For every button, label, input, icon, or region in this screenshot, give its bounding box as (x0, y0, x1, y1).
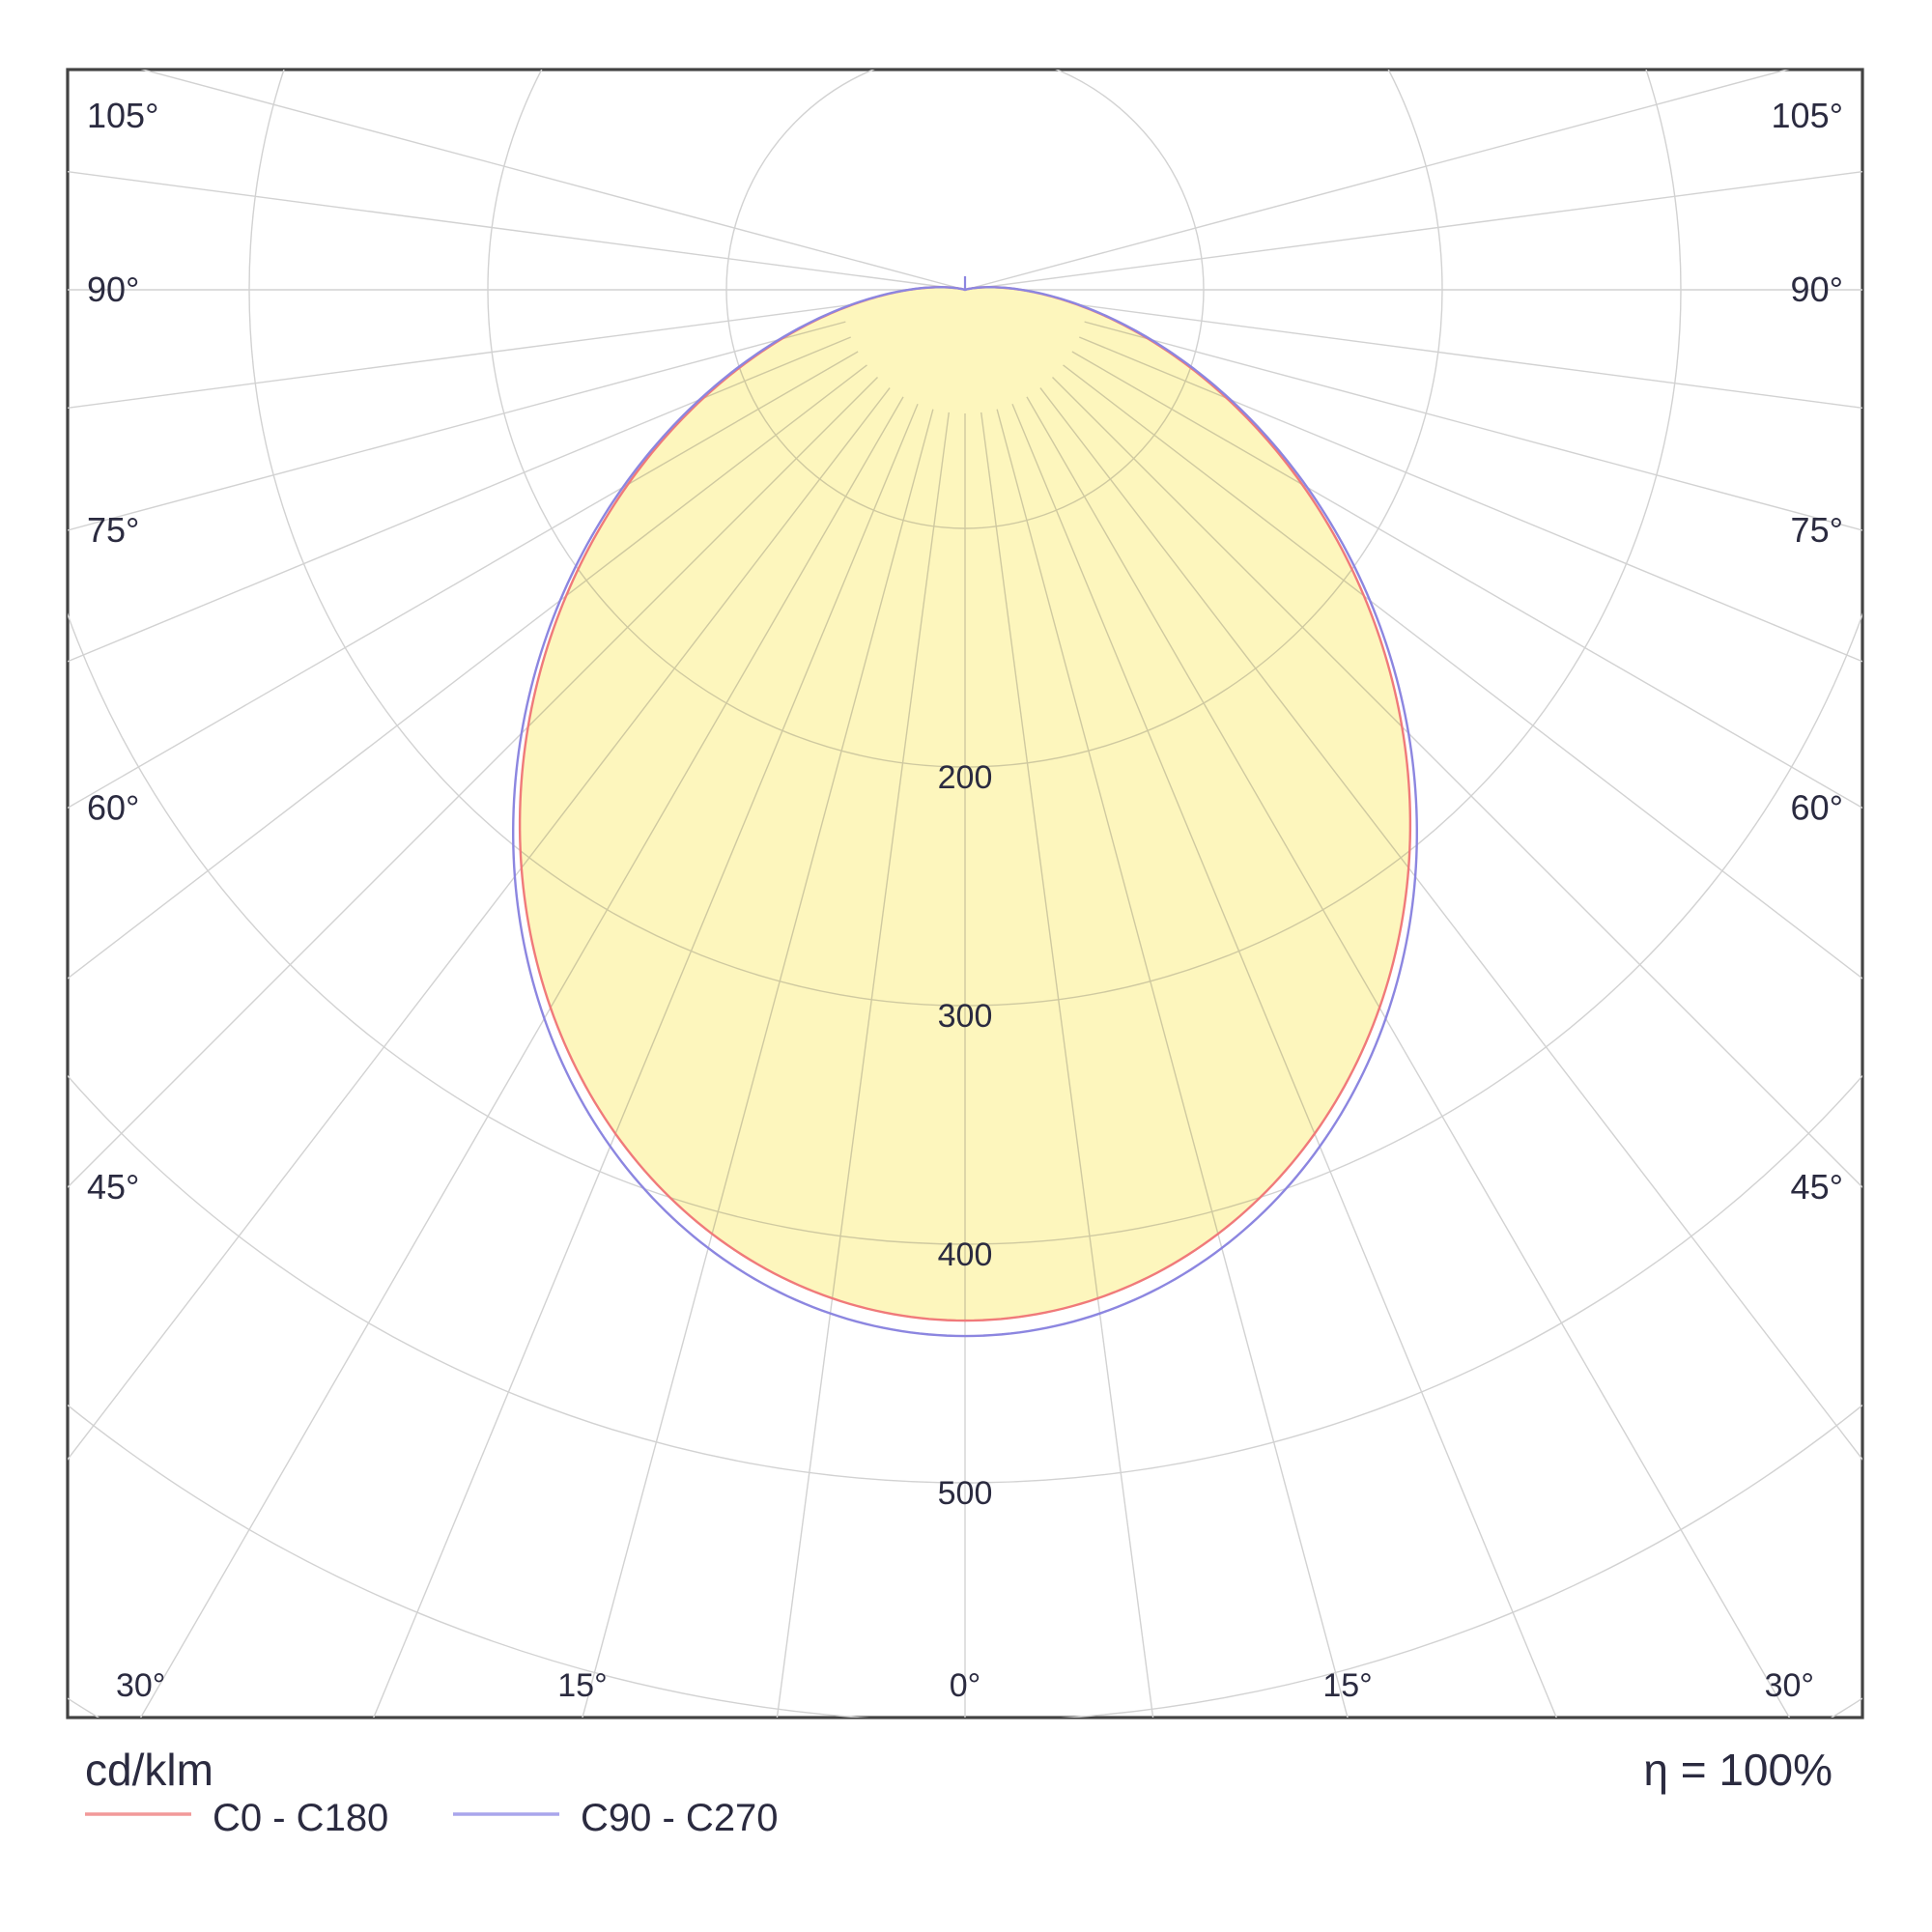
svg-text:15°: 15° (1322, 1667, 1372, 1704)
svg-text:0°: 0° (950, 1667, 981, 1704)
svg-text:75°: 75° (1791, 510, 1843, 550)
svg-text:90°: 90° (87, 270, 139, 309)
svg-text:30°: 30° (1765, 1667, 1814, 1704)
svg-text:300: 300 (938, 998, 993, 1035)
svg-text:105°: 105° (87, 96, 158, 135)
svg-text:30°: 30° (116, 1667, 165, 1704)
svg-text:C90 - C270: C90 - C270 (581, 1797, 779, 1839)
svg-text:cd/klm: cd/klm (85, 1745, 213, 1795)
svg-text:60°: 60° (87, 787, 139, 827)
svg-text:15°: 15° (557, 1667, 607, 1704)
svg-text:500: 500 (938, 1475, 993, 1512)
svg-text:90°: 90° (1791, 270, 1843, 309)
svg-text:60°: 60° (1791, 787, 1843, 827)
svg-text:45°: 45° (87, 1167, 139, 1207)
svg-text:45°: 45° (1791, 1167, 1843, 1207)
svg-text:400: 400 (938, 1236, 993, 1273)
svg-text:75°: 75° (87, 510, 139, 550)
svg-text:105°: 105° (1772, 96, 1843, 135)
svg-text:η = 100%: η = 100% (1643, 1745, 1833, 1795)
svg-text:200: 200 (938, 759, 993, 796)
svg-text:C0 - C180: C0 - C180 (213, 1797, 388, 1839)
